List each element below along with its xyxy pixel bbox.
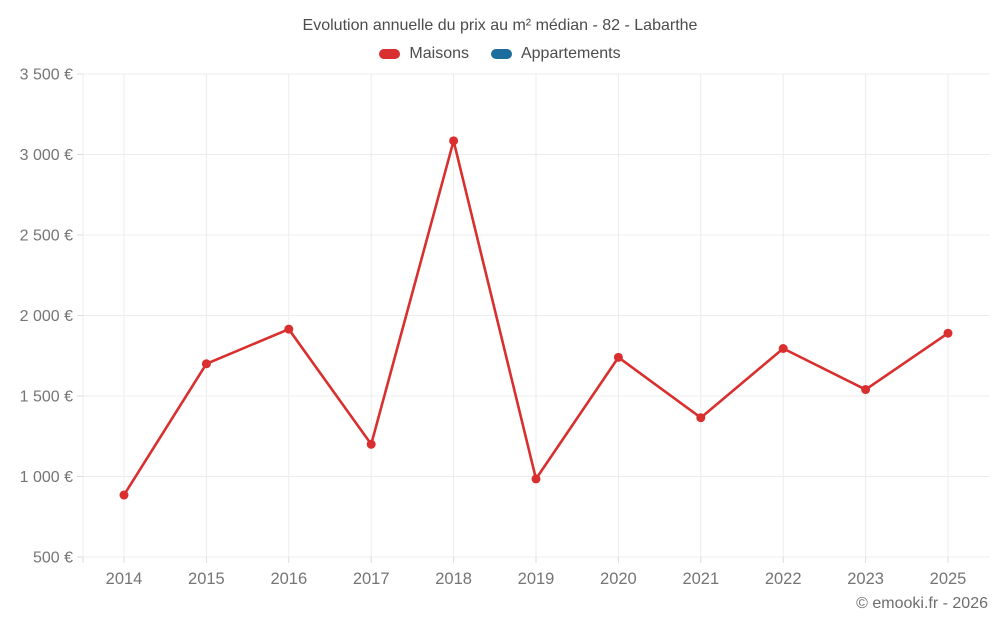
legend-item-maisons[interactable]: Maisons <box>379 45 469 63</box>
y-tick-label: 2 000 € <box>20 308 73 325</box>
data-point-maisons-2019[interactable] <box>531 474 541 484</box>
legend-label-maisons: Maisons <box>409 45 469 62</box>
data-point-maisons-2021[interactable] <box>696 413 706 423</box>
y-tick-label: 1 000 € <box>20 469 73 486</box>
x-tick-label: 2015 <box>188 570 225 588</box>
x-tick-label: 2025 <box>930 570 967 588</box>
maisons-series-swatch-icon <box>379 49 401 59</box>
data-point-maisons-2015[interactable] <box>201 359 211 369</box>
footer-credit: © emooki.fr - 2026 <box>856 595 988 612</box>
legend-label-appartements: Appartements <box>520 45 621 62</box>
x-tick-label: 2021 <box>682 570 719 588</box>
data-point-maisons-2020[interactable] <box>613 352 623 362</box>
y-tick-label: 3 000 € <box>20 147 73 164</box>
appartements-series-swatch-icon <box>490 49 512 59</box>
data-point-maisons-2025[interactable] <box>943 328 953 338</box>
data-point-maisons-2018[interactable] <box>449 136 459 146</box>
data-point-maisons-2022[interactable] <box>778 344 788 354</box>
data-point-maisons-2016[interactable] <box>284 324 294 334</box>
data-point-maisons-2023[interactable] <box>861 385 871 395</box>
x-tick-label: 2022 <box>765 570 802 588</box>
x-tick-label: 2023 <box>847 570 884 588</box>
y-tick-label: 1 500 € <box>20 389 73 406</box>
data-point-maisons-2017[interactable] <box>366 439 376 449</box>
y-tick-label: 500 € <box>33 550 73 567</box>
x-tick-label: 2014 <box>106 570 143 588</box>
x-tick-label: 2020 <box>600 570 637 588</box>
legend-item-appartements[interactable]: Appartements <box>490 45 621 63</box>
x-tick-label: 2016 <box>270 570 307 588</box>
y-tick-label: 2 500 € <box>20 228 73 245</box>
data-point-maisons-2014[interactable] <box>119 490 129 500</box>
x-tick-label: 2018 <box>435 570 472 588</box>
y-tick-label: 3 500 € <box>20 67 73 84</box>
x-tick-label: 2017 <box>353 570 390 588</box>
x-tick-label: 2019 <box>518 570 555 588</box>
chart-legend: Maisons Appartements <box>0 45 1000 63</box>
chart-title: Evolution annuelle du prix au m² médian … <box>302 17 698 34</box>
